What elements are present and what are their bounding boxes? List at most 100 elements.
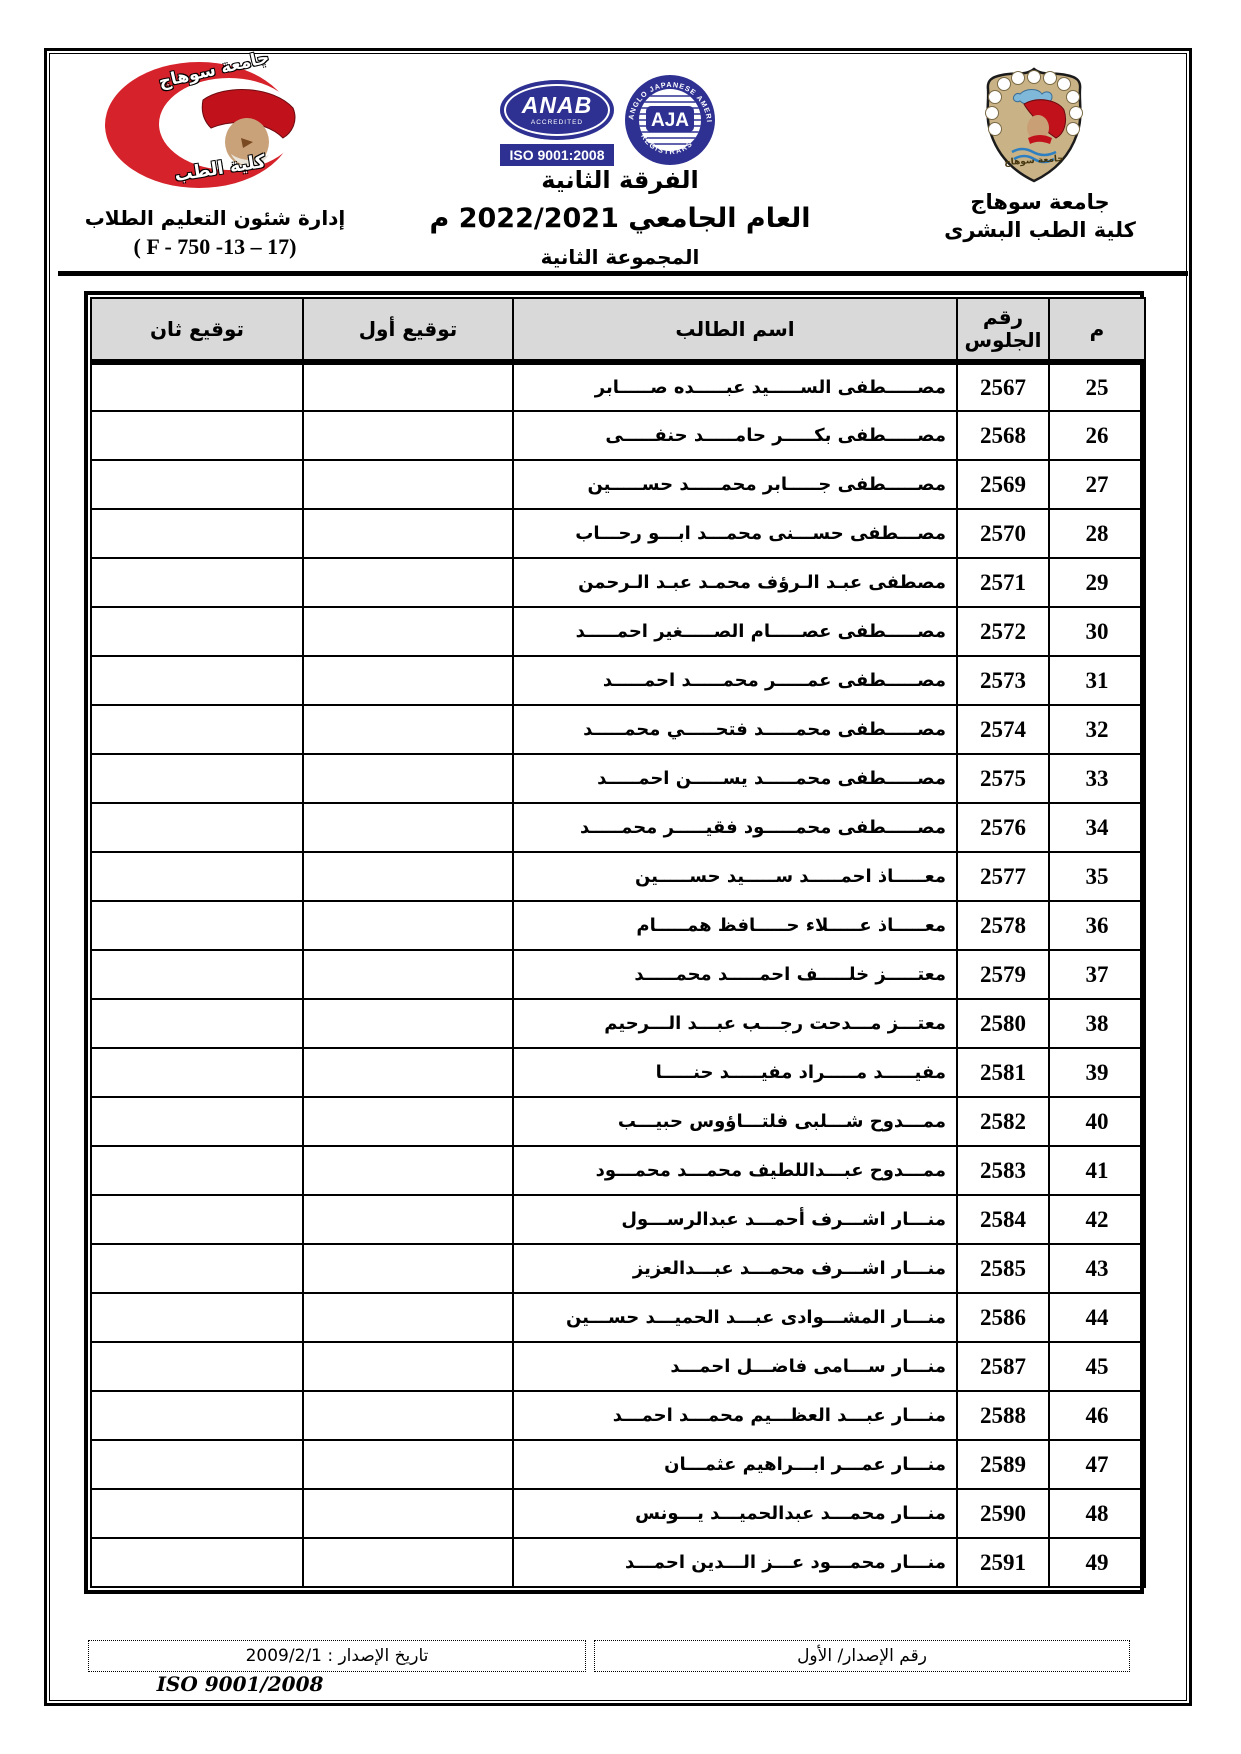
anab-accreditation-logo: ANAB ACCREDITED ISO 9001:2008: [500, 80, 614, 166]
seat-number-cell: 2583: [956, 1145, 1050, 1196]
student-name-cell: مصـــــطفى بكـــــر حامـــــد حنفـــــى: [512, 410, 958, 461]
first-signature-cell: [302, 1341, 514, 1392]
second-signature-cell: [90, 508, 304, 559]
crescent-icon: [105, 62, 299, 188]
student-row: 31 2573 مصـــــطفى عمـــــر محمـــــد اح…: [90, 655, 1146, 706]
first-signature-cell: [302, 1096, 514, 1147]
student-name-cell: منـــار عمـــر ابـــراهيم عثمـــان: [512, 1439, 958, 1490]
second-signature-cell: [90, 410, 304, 461]
student-row: 44 2586 منـــار المشـــوادى عبـــد الحمي…: [90, 1292, 1146, 1343]
serial-cell: 30: [1048, 606, 1146, 657]
column-header-seat-number: رقم الجلوس: [956, 297, 1050, 365]
first-signature-cell: [302, 1439, 514, 1490]
student-row: 26 2568 مصـــــطفى بكـــــر حامـــــد حن…: [90, 410, 1146, 461]
student-row: 42 2584 منـــار اشـــرف أحمـــد عبدالرسـ…: [90, 1194, 1146, 1245]
second-signature-cell: [90, 361, 304, 412]
student-name-cell: معـــــاذ احمـــــد ســـــيد حســـــين: [512, 851, 958, 902]
serial-cell: 34: [1048, 802, 1146, 853]
seat-number-cell: 2575: [956, 753, 1050, 804]
student-name-cell: منـــار اشـــرف أحمـــد عبدالرســـول: [512, 1194, 958, 1245]
student-row: 46 2588 منـــار عبـــد العظـــيم محمـــد…: [90, 1390, 1146, 1441]
student-row: 38 2580 معتـــز مـــدحت رجـــب عبـــد ال…: [90, 998, 1146, 1049]
second-signature-cell: [90, 1439, 304, 1490]
first-signature-cell: [302, 606, 514, 657]
seat-number-cell: 2590: [956, 1488, 1050, 1539]
page-border-frame: [44, 48, 1192, 1706]
student-name-cell: مصـــــطفى عمـــــر محمـــــد احمـــــد: [512, 655, 958, 706]
serial-cell: 38: [1048, 998, 1146, 1049]
serial-cell: 39: [1048, 1047, 1146, 1098]
student-row: 33 2575 مصـــــطفى محمـــــد يســـــن اح…: [90, 753, 1146, 804]
second-signature-cell: [90, 1341, 304, 1392]
student-name-cell: مصـــــطفى محمـــــد فتحـــــي محمـــــد: [512, 704, 958, 755]
student-name-cell: مصطفى عبـد الـرؤف محمـد عبـد الـرحمن: [512, 557, 958, 608]
seat-number-cell: 2587: [956, 1341, 1050, 1392]
student-row: 39 2581 مفيـــــد مـــــراد مفيـــــد حن…: [90, 1047, 1146, 1098]
student-row: 32 2574 مصـــــطفى محمـــــد فتحـــــي م…: [90, 704, 1146, 755]
student-row: 47 2589 منـــار عمـــر ابـــراهيم عثمـــ…: [90, 1439, 1146, 1490]
student-row: 45 2587 منـــار ســـامى فاضـــل احمـــد: [90, 1341, 1146, 1392]
second-signature-cell: [90, 949, 304, 1000]
seat-number-cell: 2568: [956, 410, 1050, 461]
anab-accredited-label: ACCREDITED: [530, 119, 584, 126]
aja-label: AJA: [651, 110, 689, 131]
anab-oval-icon: ANAB ACCREDITED: [500, 80, 614, 140]
first-signature-cell: [302, 557, 514, 608]
header-separator-line: [58, 271, 1188, 276]
student-row: 28 2570 مصـــطفى حســـنى محمـــد ابـــو …: [90, 508, 1146, 559]
student-row: 37 2579 معتـــــز خلـــــف احمـــــد محم…: [90, 949, 1146, 1000]
serial-cell: 26: [1048, 410, 1146, 461]
student-name-cell: مفيـــــد مـــــراد مفيـــــد حنـــــا: [512, 1047, 958, 1098]
second-signature-cell: [90, 1243, 304, 1294]
serial-cell: 33: [1048, 753, 1146, 804]
first-signature-cell: [302, 1194, 514, 1245]
student-row: 43 2585 منـــار اشـــرف محمـــد عبـــدال…: [90, 1243, 1146, 1294]
seat-number-cell: 2579: [956, 949, 1050, 1000]
serial-cell: 27: [1048, 459, 1146, 510]
serial-cell: 41: [1048, 1145, 1146, 1196]
column-header-student-name: اسم الطالب: [512, 297, 958, 365]
second-signature-cell: [90, 802, 304, 853]
serial-cell: 35: [1048, 851, 1146, 902]
second-signature-cell: [90, 851, 304, 902]
anab-iso-label: ISO 9001:2008: [500, 144, 614, 166]
serial-cell: 28: [1048, 508, 1146, 559]
student-name-cell: منـــار المشـــوادى عبـــد الحميـــد حسـ…: [512, 1292, 958, 1343]
seat-number-cell: 2570: [956, 508, 1050, 559]
first-signature-cell: [302, 655, 514, 706]
seat-number-cell: 2573: [956, 655, 1050, 706]
student-name-cell: مصـــــطفى محمـــــد يســـــن احمـــــد: [512, 753, 958, 804]
student-row: 41 2583 ممـــدوح عبـــداللطيف محمـــد مح…: [90, 1145, 1146, 1196]
serial-cell: 43: [1048, 1243, 1146, 1294]
student-name-cell: مصـــــطفى جـــــابر محمـــــد حســـــين: [512, 459, 958, 510]
serial-cell: 49: [1048, 1537, 1146, 1588]
first-signature-cell: [302, 1145, 514, 1196]
second-signature-cell: [90, 1390, 304, 1441]
seat-number-cell: 2571: [956, 557, 1050, 608]
seat-number-cell: 2569: [956, 459, 1050, 510]
student-row: 27 2569 مصـــــطفى جـــــابر محمـــــد ح…: [90, 459, 1146, 510]
seat-number-cell: 2586: [956, 1292, 1050, 1343]
seat-number-cell: 2584: [956, 1194, 1050, 1245]
second-signature-cell: [90, 655, 304, 706]
second-signature-cell: [90, 1292, 304, 1343]
serial-cell: 25: [1048, 361, 1146, 412]
student-name-cell: مصـــــطفى الســـــيد عبـــــده صـــــاب…: [512, 361, 958, 412]
seat-number-cell: 2576: [956, 802, 1050, 853]
second-signature-cell: [90, 900, 304, 951]
shield-icon: [985, 67, 1083, 183]
seat-number-cell: 2582: [956, 1096, 1050, 1147]
first-signature-cell: [302, 1488, 514, 1539]
serial-cell: 48: [1048, 1488, 1146, 1539]
seat-number-cell: 2580: [956, 998, 1050, 1049]
second-signature-cell: [90, 1194, 304, 1245]
second-signature-cell: [90, 606, 304, 657]
university-shield-logo: جامعة سوهاج: [976, 64, 1092, 186]
first-signature-cell: [302, 998, 514, 1049]
student-row: 36 2578 معـــــاذ عـــــلاء حـــــافظ هم…: [90, 900, 1146, 951]
first-signature-cell: [302, 900, 514, 951]
anab-label: ANAB: [521, 92, 593, 118]
second-signature-cell: [90, 459, 304, 510]
first-signature-cell: [302, 361, 514, 412]
form-code: ( F - 750 -13 – 17): [133, 234, 297, 259]
